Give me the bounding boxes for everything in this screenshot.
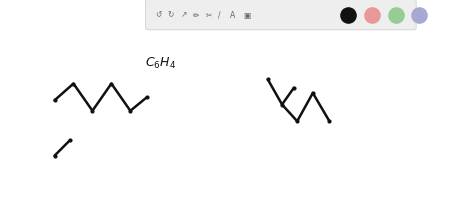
Text: $C_6H_4$: $C_6H_4$ <box>145 56 175 71</box>
Point <box>392 13 400 17</box>
Text: ↻: ↻ <box>167 10 174 20</box>
Point <box>415 13 422 17</box>
Text: ✏: ✏ <box>192 10 199 20</box>
Point <box>368 13 376 17</box>
Text: ↺: ↺ <box>155 10 162 20</box>
Point <box>345 13 352 17</box>
Text: A: A <box>229 10 235 20</box>
Text: ↗: ↗ <box>181 10 187 20</box>
Text: ▣: ▣ <box>243 10 250 20</box>
FancyBboxPatch shape <box>146 0 416 30</box>
Text: ✂: ✂ <box>205 10 212 20</box>
Text: /: / <box>218 10 221 20</box>
